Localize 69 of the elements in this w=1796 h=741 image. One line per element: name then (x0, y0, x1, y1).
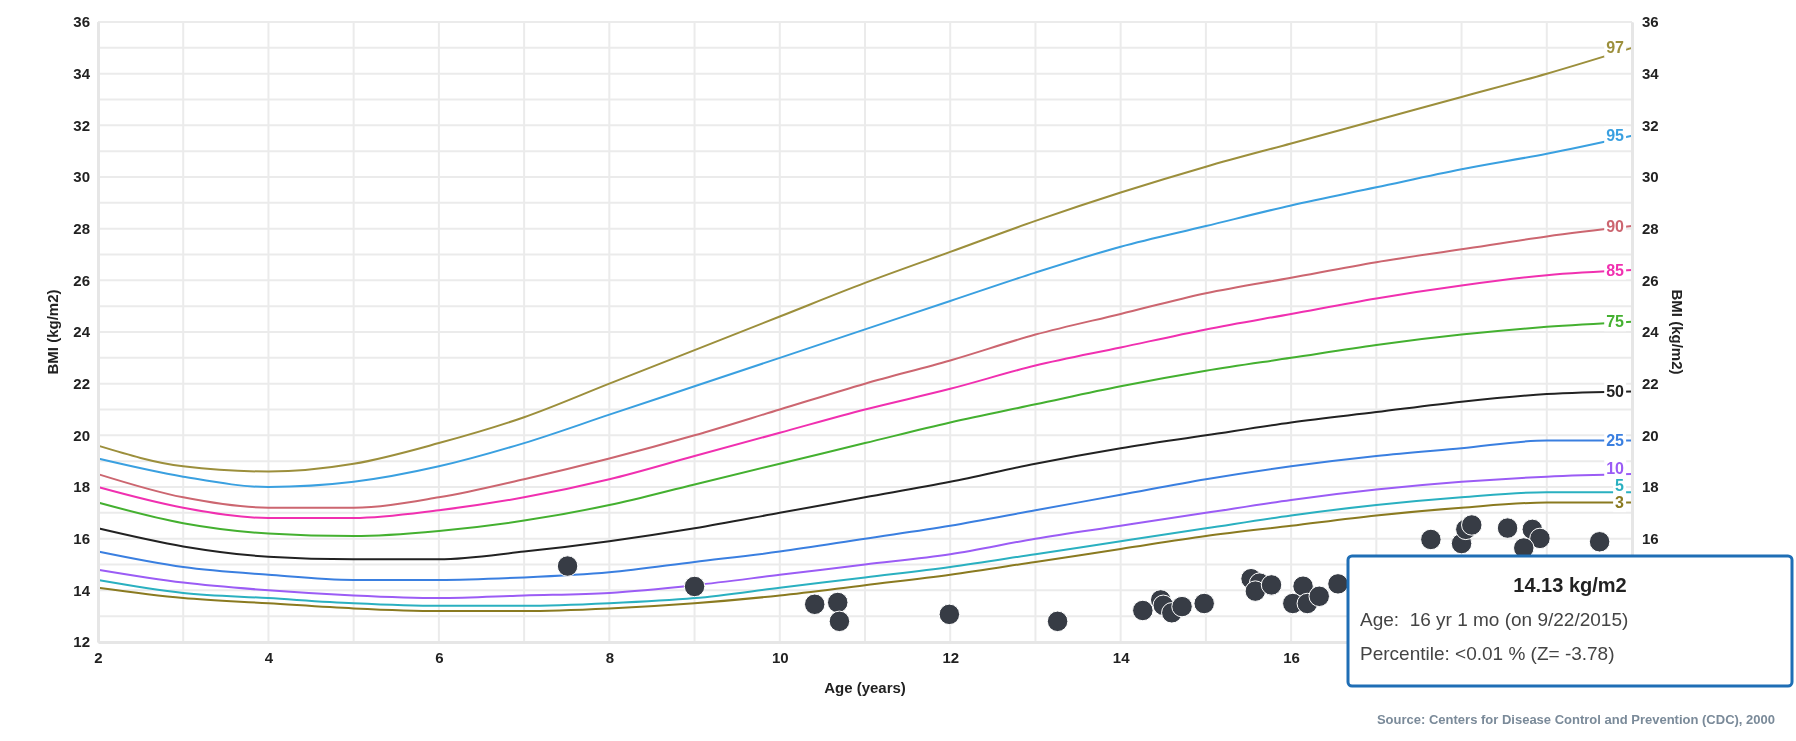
y-tick-label: 36 (73, 13, 90, 31)
x-tick-label: 2 (94, 648, 103, 666)
y2-axis-title: BMI (kg/m2) (1669, 289, 1686, 375)
y-axis-title: BMI (kg/m2) (44, 289, 61, 375)
x-tick-label: 14 (1112, 648, 1131, 666)
point (1420, 528, 1442, 551)
point (1588, 531, 1611, 553)
point (1132, 599, 1154, 622)
y2-tick-label: 26 (1642, 271, 1659, 289)
y-tick-label: 24 (73, 323, 91, 341)
point (1529, 527, 1551, 550)
y-tick-label: 14 (73, 581, 91, 599)
y2-tick-label: 32 (1642, 116, 1659, 134)
x-tick-label: 6 (435, 648, 444, 666)
point (826, 591, 849, 614)
point (1046, 610, 1069, 633)
series-label: 10 (1606, 460, 1625, 478)
source-note: Source: Centers for Disease Control and Prevention (CDC), 2000 (1376, 712, 1775, 727)
x-tick-label: 12 (942, 648, 960, 666)
series-label: 85 (1606, 261, 1625, 279)
x-tick-label: 8 (605, 648, 615, 666)
annotation: Age: 16 yr 1 mo (on 9/22/2015) (1360, 609, 1629, 630)
y-tick-label: 18 (73, 478, 90, 496)
y2-tick-label: 28 (1642, 219, 1659, 237)
y-tick-label: 32 (73, 116, 90, 134)
y2-tick-label: 22 (1642, 374, 1659, 392)
tooltip-box: 14.13 kg/m2 Age: 16 yr 1 mo (on 9/22/2015) Percentile: <0.01 % (Z= -3.78) (1346, 554, 1794, 688)
x-tick-label: 10 (771, 648, 789, 666)
point (1260, 574, 1283, 596)
x-tick-label: 4 (264, 648, 274, 666)
y2-tick-label: 30 (1642, 168, 1659, 186)
y-tick-label: 26 (73, 271, 90, 289)
point (1327, 573, 1349, 595)
y-tick-label: 22 (73, 374, 90, 392)
x-axis-title: Age (years) (824, 679, 906, 696)
point (1193, 592, 1215, 615)
point (1308, 585, 1330, 607)
series-label: 97 (1606, 39, 1625, 57)
series-label: 75 (1606, 313, 1625, 331)
point (1461, 514, 1483, 536)
point (1244, 580, 1267, 602)
y-tick-label: 28 (73, 219, 90, 237)
y2-tick-label: 16 (1642, 529, 1659, 547)
y-tick-label: 16 (73, 529, 90, 547)
y2-tick-label: 24 (1642, 323, 1660, 341)
point (556, 555, 579, 577)
series-label: 5 (1615, 477, 1625, 495)
y-tick-label: 30 (73, 168, 90, 186)
y-tick-label: 34 (73, 64, 91, 82)
point (803, 593, 826, 616)
annotation: 14.13 kg/m2 (1513, 574, 1627, 596)
series-label: 3 (1615, 494, 1625, 512)
y-tick-label: 20 (73, 426, 90, 444)
y2-tick-label: 18 (1642, 478, 1659, 496)
y2-tick-label: 36 (1642, 13, 1659, 31)
point (1496, 517, 1519, 539)
point (828, 610, 851, 633)
series-label: 50 (1606, 383, 1625, 401)
x-tick-label: 16 (1283, 648, 1300, 666)
series-label: 90 (1606, 217, 1625, 235)
series-label: 25 (1606, 432, 1625, 450)
point (1171, 595, 1193, 618)
point (683, 575, 706, 598)
line-series (97, 473, 1633, 600)
series-label: 95 (1606, 127, 1625, 145)
y2-tick-label: 34 (1642, 64, 1660, 82)
point (938, 603, 961, 626)
y-tick-label: 12 (73, 633, 90, 651)
y2-tick-label: 20 (1642, 426, 1659, 444)
